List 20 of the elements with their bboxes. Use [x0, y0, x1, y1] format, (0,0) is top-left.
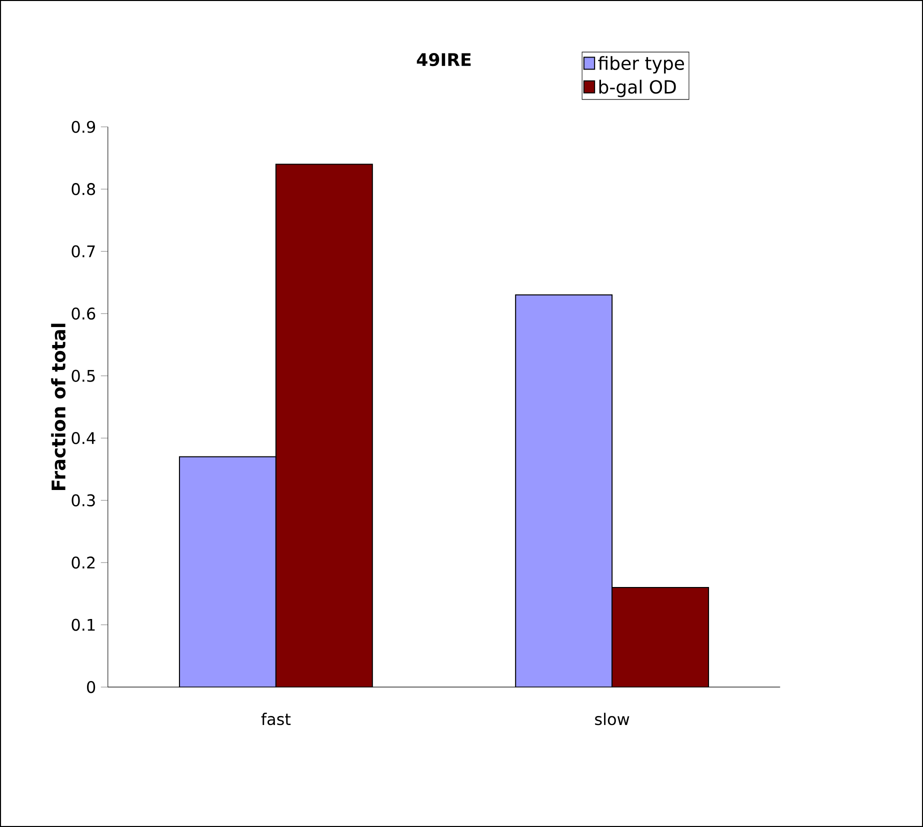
y-tick-label: 0.9	[72, 120, 96, 133]
y-tick-label: 0.4	[72, 432, 96, 444]
y-tick-label: 0.2	[72, 556, 95, 569]
x-tick-label: slow	[595, 712, 630, 726]
y-axis-title: Fraction of total	[51, 324, 66, 490]
bar	[178, 456, 276, 688]
y-tick-label: 0.5	[72, 370, 95, 382]
x-tick-label: fast	[261, 712, 291, 726]
bar	[515, 294, 613, 688]
y-tick-label: 0.1	[72, 618, 95, 631]
y-tick-label: 0.6	[72, 308, 96, 320]
y-tick-label: 0	[87, 681, 96, 694]
y-tick-label: 0.8	[72, 183, 96, 196]
legend-label: fiber type	[598, 56, 684, 74]
y-tick-label: 0.3	[72, 494, 95, 506]
chart-title: 49IRE	[416, 53, 471, 66]
bar	[612, 586, 710, 688]
y-tick-label: 0.7	[72, 245, 95, 258]
bar	[275, 164, 373, 688]
legend-label: b-gal OD	[599, 80, 676, 98]
